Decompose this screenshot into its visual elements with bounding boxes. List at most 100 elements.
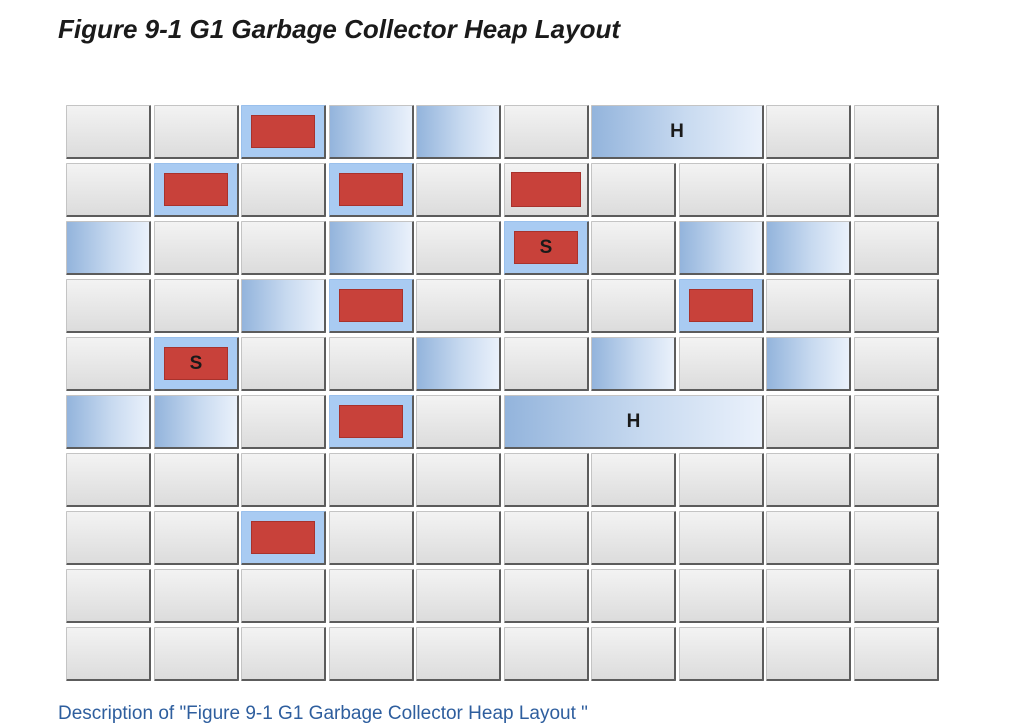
old-region [154,163,239,217]
free-region [854,569,939,623]
old-region [329,163,414,217]
eden-region [591,337,676,391]
humongous-region: H [504,395,764,449]
figure-description-link[interactable]: Description of "Figure 9-1 G1 Garbage Co… [58,703,588,724]
object-block [251,521,315,554]
eden-region [766,221,851,275]
eden-region [416,105,501,159]
eden-region [329,221,414,275]
free-region [504,453,589,507]
free-region [66,627,151,681]
free-region [504,569,589,623]
free-region [416,627,501,681]
heap-region-grid: H S S H [66,105,941,681]
figure-title: Figure 9-1 G1 Garbage Collector Heap Lay… [58,14,621,44]
free-region [66,279,151,333]
free-region [329,337,414,391]
survivor-region: S [154,337,239,391]
free-region [329,627,414,681]
free-region [679,569,764,623]
free-region [154,279,239,333]
old-region [329,279,414,333]
free-region [854,627,939,681]
free-region [591,569,676,623]
old-region [329,395,414,449]
survivor-region: S [504,221,589,275]
free-region [766,627,851,681]
free-region [66,337,151,391]
object-block: S [164,347,228,380]
free-region [854,453,939,507]
humongous-label: H [670,120,684,142]
free-region [766,569,851,623]
free-region [679,337,764,391]
old-region [241,511,326,565]
free-region [329,569,414,623]
free-region [241,221,326,275]
free-region [416,511,501,565]
free-region [766,105,851,159]
free-region [66,511,151,565]
free-region [416,395,501,449]
free-region [591,453,676,507]
free-region [854,279,939,333]
free-region [854,163,939,217]
free-region [329,511,414,565]
free-region [854,221,939,275]
free-region [766,395,851,449]
free-region [504,627,589,681]
free-region [504,337,589,391]
free-region [329,453,414,507]
free-region [416,453,501,507]
object-block [511,172,581,207]
free-region [416,221,501,275]
free-region [679,163,764,217]
free-region [154,453,239,507]
free-region [766,163,851,217]
eden-region [241,279,326,333]
free-region [416,569,501,623]
free-region [154,511,239,565]
free-region [241,163,326,217]
free-region [591,163,676,217]
free-region [504,279,589,333]
survivor-label: S [189,352,203,374]
old-region [504,163,589,217]
free-region [591,511,676,565]
humongous-label: H [626,410,641,432]
free-region [766,453,851,507]
object-block [339,289,403,322]
free-region [66,453,151,507]
survivor-label: S [539,236,553,258]
free-region [766,279,851,333]
object-block [251,115,315,148]
free-region [766,511,851,565]
free-region [416,279,501,333]
object-block [689,289,753,322]
free-region [416,163,501,217]
object-block [339,405,403,438]
free-region [241,395,326,449]
free-region [241,453,326,507]
eden-region [154,395,239,449]
free-region [241,627,326,681]
object-block: S [514,231,578,264]
free-region [679,627,764,681]
free-region [854,511,939,565]
free-region [154,627,239,681]
free-region [854,337,939,391]
old-region [241,105,326,159]
free-region [591,279,676,333]
free-region [854,105,939,159]
free-region [66,163,151,217]
humongous-region: H [591,105,764,159]
eden-region [766,337,851,391]
free-region [504,511,589,565]
free-region [591,221,676,275]
object-block [339,173,403,206]
free-region [241,337,326,391]
old-region [679,279,764,333]
free-region [591,627,676,681]
free-region [679,511,764,565]
eden-region [416,337,501,391]
